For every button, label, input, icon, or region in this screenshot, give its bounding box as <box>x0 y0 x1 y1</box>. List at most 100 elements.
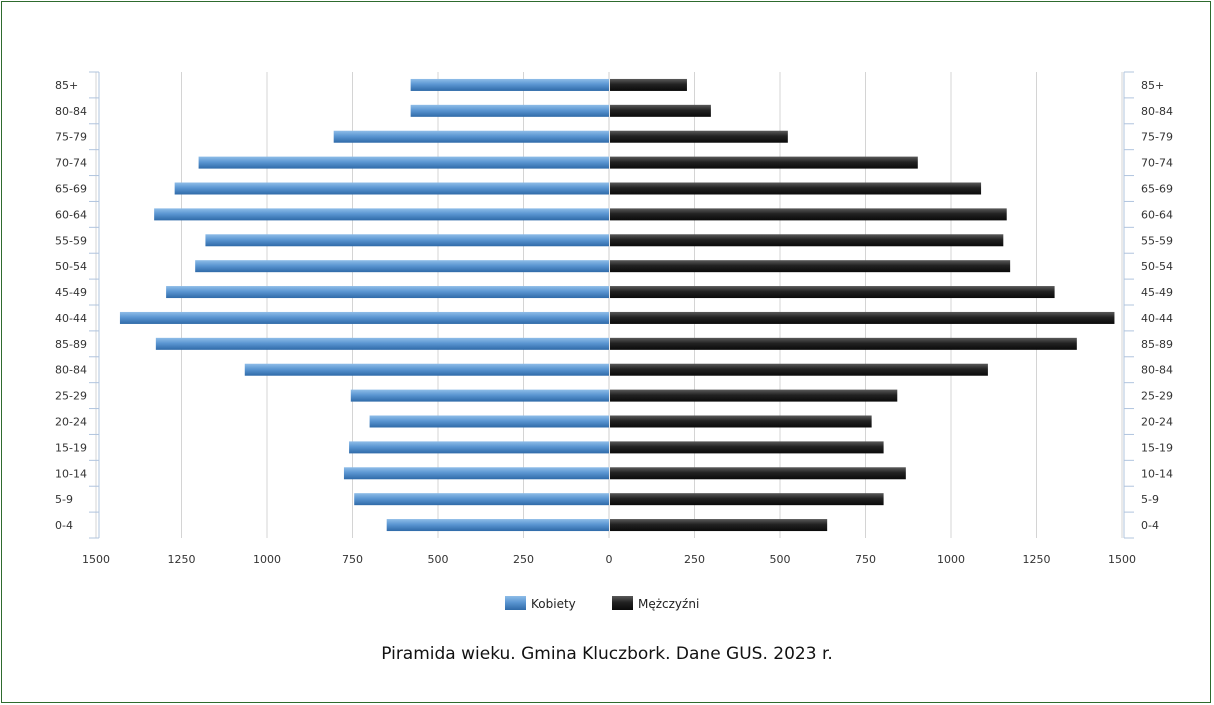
bar-mezczyzni <box>610 234 1004 247</box>
bar-kobiety <box>244 363 609 376</box>
bar-kobiety <box>205 234 609 247</box>
y-axis-right-labels: 85+ 80-84 75-79 70-74 65-69 60-64 55-59 50-54 45… <box>1141 79 1173 532</box>
bar-kobiety <box>369 415 609 428</box>
category-label-left: 25-29 <box>55 390 87 403</box>
category-label-left: 5-9 <box>55 493 73 506</box>
category-label-right: 75-79 <box>1141 131 1173 144</box>
x-axis-ticks: 1500 1250 1000 750 500 250 0 250 500 750 1000 1250 1… <box>82 553 1136 566</box>
category-label-right: 50-54 <box>1141 260 1173 273</box>
category-label-left: 80-84 <box>55 364 87 377</box>
grid-lines <box>95 72 1123 538</box>
bar-kobiety <box>386 519 609 532</box>
legend-label-kobiety: Kobiety <box>531 597 576 611</box>
x-tick-label: 750 <box>855 553 876 566</box>
legend: Kobiety Mężczyźni <box>505 596 699 611</box>
category-label-right: 25-29 <box>1141 390 1173 403</box>
chart-title: Piramida wieku. Gmina Kluczbork. Dane GU… <box>381 644 833 664</box>
category-label-right: 70-74 <box>1141 157 1173 170</box>
category-label-right: 15-19 <box>1141 441 1173 454</box>
bar-mezczyzni <box>610 363 988 376</box>
x-tick-label: 1500 <box>1108 553 1136 566</box>
category-label-left: 65-69 <box>55 183 87 196</box>
category-label-right: 20-24 <box>1141 416 1173 429</box>
bar-mezczyzni <box>610 78 687 91</box>
bar-kobiety <box>195 260 609 273</box>
bar-mezczyzni <box>610 130 788 143</box>
category-label-right: 85-89 <box>1141 338 1173 351</box>
y-axis-left-labels: 85+ 80-84 75-79 70-74 65-69 60-64 55-59 50-54 45… <box>55 79 87 532</box>
category-label-left: 75-79 <box>55 131 87 144</box>
x-tick-label: 1000 <box>253 553 281 566</box>
x-tick-label: 500 <box>428 553 449 566</box>
bar-kobiety <box>410 78 609 91</box>
bar-mezczyzni <box>610 311 1115 324</box>
bar-kobiety <box>155 337 609 350</box>
category-label-right: 40-44 <box>1141 312 1173 325</box>
bar-mezczyzni <box>610 156 918 169</box>
category-label-left: 10-14 <box>55 467 87 480</box>
x-tick-label: 750 <box>342 553 363 566</box>
category-label-left: 20-24 <box>55 416 87 429</box>
x-tick-label: 250 <box>513 553 534 566</box>
category-label-left: 40-44 <box>55 312 87 325</box>
x-tick-label: 1250 <box>1023 553 1051 566</box>
kobiety-series <box>119 78 610 532</box>
bar-kobiety <box>166 286 610 299</box>
bar-kobiety <box>174 182 609 195</box>
x-tick-label: 0 <box>606 553 613 566</box>
legend-swatch-mezczyzni <box>612 596 633 610</box>
legend-label-mezczyzni: Mężczyźni <box>638 597 699 611</box>
bar-mezczyzni <box>610 208 1007 221</box>
category-label-left: 60-64 <box>55 208 87 221</box>
category-label-left: 55-59 <box>55 234 87 247</box>
bar-mezczyzni <box>610 467 906 480</box>
bar-kobiety <box>198 156 609 169</box>
bar-kobiety <box>354 493 609 506</box>
mezczyzni-series <box>610 78 1115 532</box>
bar-mezczyzni <box>610 441 884 454</box>
bar-kobiety <box>350 389 609 402</box>
category-label-right: 80-84 <box>1141 105 1173 118</box>
bar-kobiety <box>349 441 609 454</box>
category-label-right: 65-69 <box>1141 183 1173 196</box>
population-pyramid-chart: 85+ 80-84 75-79 70-74 65-69 60-64 55-59 50-54 45… <box>55 71 1173 611</box>
x-tick-label: 1500 <box>82 553 110 566</box>
x-tick-label: 1250 <box>168 553 196 566</box>
bar-kobiety <box>333 130 609 143</box>
axes <box>89 71 1134 539</box>
category-label-left: 50-54 <box>55 260 87 273</box>
bar-kobiety <box>343 467 609 480</box>
legend-swatch-kobiety <box>505 596 526 610</box>
category-label-left: 45-49 <box>55 286 87 299</box>
bar-mezczyzni <box>610 415 872 428</box>
category-label-left: 0-4 <box>55 519 73 532</box>
bar-mezczyzni <box>610 286 1055 299</box>
bar-mezczyzni <box>610 104 711 117</box>
category-label-right: 85+ <box>1141 79 1164 92</box>
category-label-left: 85+ <box>55 79 78 92</box>
bar-mezczyzni <box>610 337 1077 350</box>
category-label-right: 80-84 <box>1141 364 1173 377</box>
bar-mezczyzni <box>610 389 898 402</box>
category-label-right: 0-4 <box>1141 519 1159 532</box>
bar-mezczyzni <box>610 493 884 506</box>
category-label-right: 55-59 <box>1141 234 1173 247</box>
category-label-right: 5-9 <box>1141 493 1159 506</box>
bar-kobiety <box>154 208 609 221</box>
category-label-right: 45-49 <box>1141 286 1173 299</box>
category-label-right: 60-64 <box>1141 208 1173 221</box>
category-label-left: 85-89 <box>55 338 87 351</box>
bar-kobiety <box>119 311 609 324</box>
bar-mezczyzni <box>610 260 1011 273</box>
x-tick-label: 1000 <box>937 553 965 566</box>
category-label-left: 80-84 <box>55 105 87 118</box>
bar-kobiety <box>410 104 609 117</box>
category-label-left: 15-19 <box>55 441 87 454</box>
category-label-left: 70-74 <box>55 157 87 170</box>
bar-mezczyzni <box>610 519 828 532</box>
bar-mezczyzni <box>610 182 982 195</box>
x-tick-label: 250 <box>684 553 705 566</box>
category-label-right: 10-14 <box>1141 467 1173 480</box>
x-tick-label: 500 <box>770 553 791 566</box>
